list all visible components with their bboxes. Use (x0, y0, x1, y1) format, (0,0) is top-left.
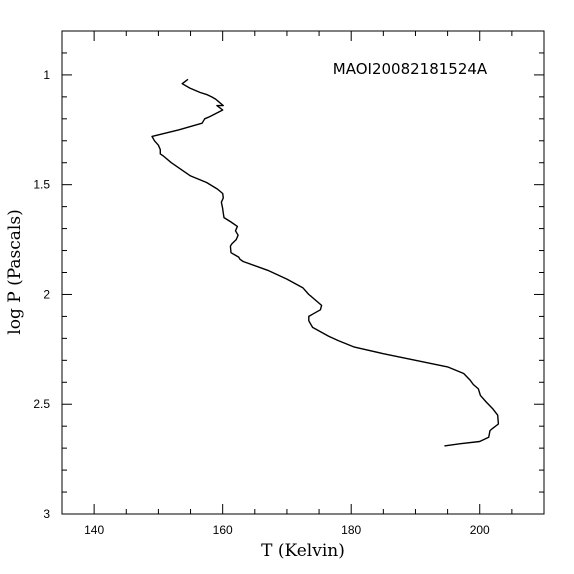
y-tick-label: 1 (43, 68, 50, 82)
y-axis-title: log P (Pascals) (5, 209, 25, 334)
plot-frame (61, 30, 545, 515)
x-tick-label: 200 (470, 523, 490, 537)
chart-title: MAOI20082181524A (333, 60, 488, 78)
y-tick-label: 2.5 (33, 397, 50, 411)
x-tick-label: 160 (213, 523, 233, 537)
x-axis-title: T (Kelvin) (261, 541, 345, 561)
y-axis-ticks (62, 30, 544, 515)
x-axis-tick-labels: 140 160 180 200 (84, 523, 490, 537)
x-tick-label: 140 (84, 523, 104, 537)
y-tick-label: 3 (43, 507, 50, 521)
x-axis-ticks (61, 31, 545, 514)
series-line-temperature-profile (151, 78, 500, 447)
y-axis-tick-labels: 1 1.5 2 2.5 3 (33, 68, 50, 521)
x-tick-label: 180 (341, 523, 361, 537)
y-tick-label: 2 (43, 287, 50, 301)
y-tick-label: 1.5 (33, 178, 50, 192)
